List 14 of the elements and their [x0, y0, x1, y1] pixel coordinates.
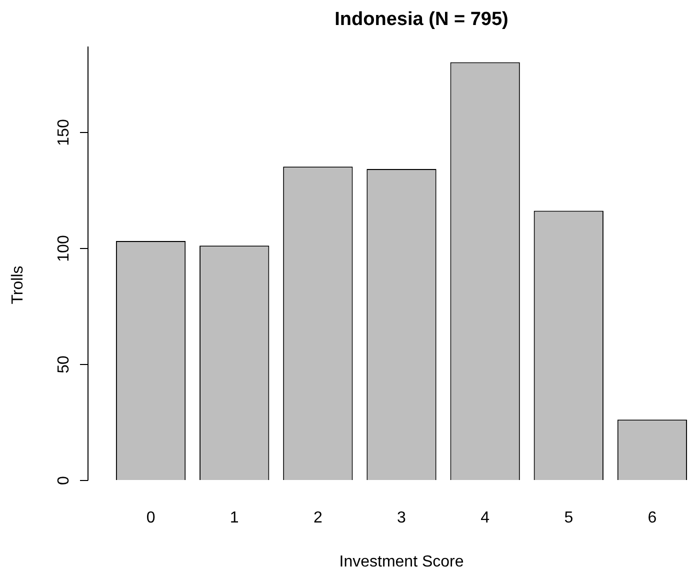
x-tick-label: 2	[313, 509, 322, 526]
y-tick-label: 150	[55, 119, 72, 146]
y-axis-title: Trolls	[9, 266, 26, 304]
y-tick-label: 0	[55, 476, 72, 485]
chart-title: Indonesia (N = 795)	[334, 9, 508, 30]
y-tick-label: 100	[55, 235, 72, 262]
x-tick-label: 1	[230, 509, 239, 526]
x-axis-title: Investment Score	[339, 553, 464, 570]
y-tick-label: 50	[55, 356, 72, 374]
x-tick-label: 4	[480, 509, 490, 526]
x-tick-label: 6	[648, 509, 657, 526]
x-tick-label: 0	[146, 509, 156, 526]
x-tick-label: 3	[397, 509, 406, 526]
x-tick-label: 5	[564, 509, 574, 526]
